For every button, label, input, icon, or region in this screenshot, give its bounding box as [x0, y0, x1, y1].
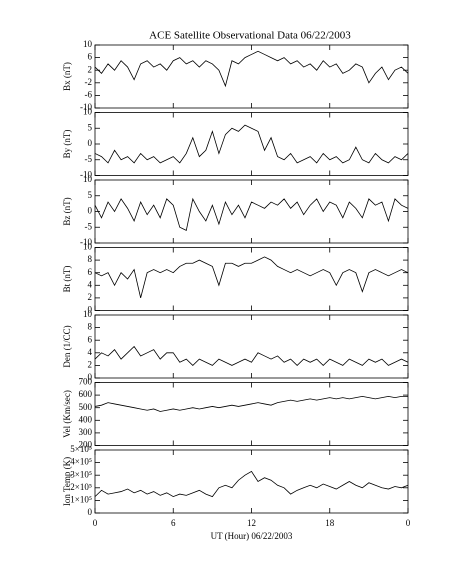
data-line	[94, 256, 409, 299]
y-tick-label: 8	[88, 254, 93, 264]
y-tick-label: 5	[88, 190, 93, 200]
y-tick-label: 0	[88, 507, 93, 517]
chart-title: ACE Satellite Observational Data 06/22/2…	[149, 30, 351, 42]
y-axis-label: Bt (nT)	[62, 266, 72, 293]
y-tick-label: 6	[88, 267, 93, 277]
y-axis-label: Bz (nT)	[62, 197, 72, 225]
y-tick-label: 400	[79, 414, 93, 424]
y-tick-label: 10	[83, 107, 93, 117]
y-tick-label: -10	[80, 170, 92, 180]
y-tick-label: 700	[79, 377, 93, 387]
data-line	[94, 345, 409, 366]
data-line	[94, 124, 409, 164]
y-tick-label: 2×10⁵	[70, 482, 92, 492]
y-tick-label: 3×10⁵	[70, 469, 92, 479]
y-tick-label: 2	[88, 359, 93, 369]
y-tick-label: -10	[80, 237, 92, 247]
data-line	[94, 470, 409, 498]
x-tick-label: 0	[93, 518, 98, 528]
y-tick-label: 0	[88, 372, 93, 382]
y-tick-label: -10	[80, 102, 92, 112]
y-tick-label: 500	[79, 402, 93, 412]
y-tick-label: -6	[85, 89, 93, 99]
x-tick-label: 18	[325, 518, 335, 528]
x-tick-label: 12	[247, 518, 256, 528]
data-line	[94, 50, 409, 88]
y-tick-label: 10	[83, 39, 93, 49]
y-tick-label: 4×10⁵	[70, 457, 92, 467]
y-tick-label: 10	[83, 242, 93, 252]
y-tick-label: 6	[88, 334, 93, 344]
y-tick-label: 0	[88, 206, 93, 216]
panel-frame	[94, 247, 409, 311]
panel-frame	[94, 314, 409, 379]
y-tick-label: 5×10⁵	[70, 444, 92, 454]
panel-frame	[94, 112, 409, 176]
y-tick-label: 200	[79, 440, 93, 450]
panel-frame	[94, 179, 409, 244]
x-tick-label: 0	[406, 518, 411, 528]
data-line	[94, 395, 408, 412]
y-axis-label: Bx (nT)	[62, 62, 72, 91]
y-tick-label: -2	[85, 77, 93, 87]
y-tick-label: -5	[85, 154, 93, 164]
y-tick-label: 2	[88, 292, 93, 302]
y-axis-label: Den (1/CC)	[62, 325, 72, 367]
y-axis-label: Ion Temp (K)	[62, 457, 72, 506]
y-tick-label: 4	[88, 347, 93, 357]
x-axis-label: UT (Hour) 06/22/2003	[211, 531, 293, 541]
x-tick-label: 6	[171, 518, 176, 528]
y-tick-label: 1×10⁵	[70, 494, 92, 504]
y-tick-label: 10	[83, 309, 93, 319]
y-tick-label: 8	[88, 322, 93, 332]
y-tick-label: -5	[85, 221, 93, 231]
y-tick-label: 0	[88, 305, 93, 315]
y-tick-label: 600	[79, 389, 93, 399]
panel-frame	[94, 382, 409, 446]
y-tick-label: 5	[88, 122, 93, 132]
y-tick-label: 10	[83, 174, 93, 184]
y-tick-label: 6	[88, 52, 93, 62]
y-axis-label: Vel (Km/sec)	[62, 390, 72, 438]
y-axis-label: By (nT)	[62, 130, 72, 159]
y-tick-label: 0	[88, 138, 93, 148]
data-line	[94, 197, 409, 231]
y-tick-label: 2	[88, 64, 93, 74]
panel-frame	[94, 449, 409, 514]
y-tick-label: 4	[88, 279, 93, 289]
y-tick-label: 300	[79, 427, 93, 437]
